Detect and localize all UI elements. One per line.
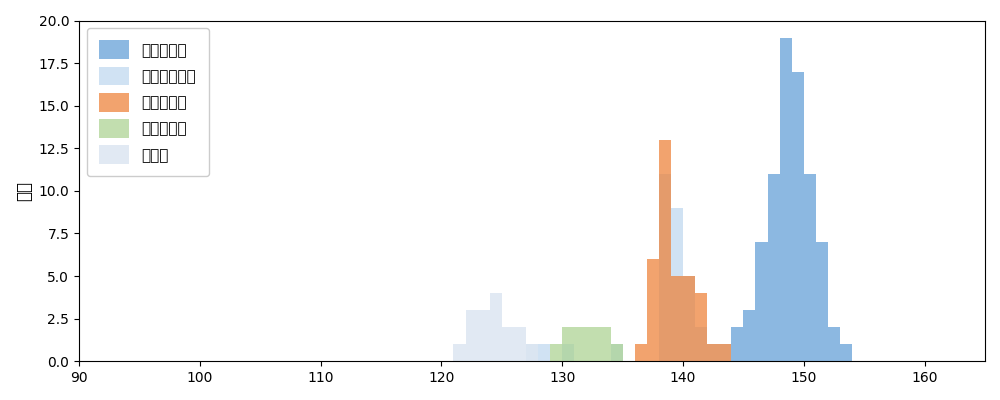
Bar bbox=[792, 72, 804, 361]
Bar bbox=[659, 140, 671, 361]
Bar bbox=[611, 344, 623, 361]
Bar bbox=[683, 276, 695, 361]
Bar bbox=[840, 344, 852, 361]
Bar bbox=[466, 310, 478, 361]
Bar bbox=[719, 344, 731, 361]
Bar bbox=[671, 208, 683, 361]
Bar bbox=[695, 327, 707, 361]
Y-axis label: 球数: 球数 bbox=[15, 181, 33, 201]
Bar bbox=[695, 293, 707, 361]
Bar bbox=[780, 38, 792, 361]
Bar bbox=[574, 327, 586, 361]
Bar bbox=[719, 344, 731, 361]
Bar bbox=[816, 242, 828, 361]
Legend: ストレート, カットボール, スプリット, スライダー, カーブ: ストレート, カットボール, スプリット, スライダー, カーブ bbox=[87, 28, 209, 176]
Bar bbox=[562, 327, 574, 361]
Bar bbox=[671, 276, 683, 361]
Bar bbox=[526, 344, 538, 361]
Bar bbox=[683, 276, 695, 361]
Bar bbox=[635, 344, 647, 361]
Bar bbox=[453, 344, 466, 361]
Bar bbox=[647, 259, 659, 361]
Bar bbox=[490, 293, 502, 361]
Bar bbox=[562, 344, 574, 361]
Bar bbox=[526, 344, 538, 361]
Bar bbox=[731, 327, 743, 361]
Bar bbox=[586, 327, 598, 361]
Bar bbox=[828, 327, 840, 361]
Bar bbox=[598, 327, 611, 361]
Bar bbox=[478, 310, 490, 361]
Bar bbox=[550, 344, 562, 361]
Bar bbox=[743, 310, 755, 361]
Bar bbox=[768, 174, 780, 361]
Bar bbox=[514, 327, 526, 361]
Bar bbox=[502, 327, 514, 361]
Bar bbox=[659, 174, 671, 361]
Bar bbox=[538, 344, 550, 361]
Bar bbox=[611, 344, 623, 361]
Bar bbox=[804, 174, 816, 361]
Bar bbox=[707, 344, 719, 361]
Bar bbox=[755, 242, 768, 361]
Bar bbox=[707, 344, 719, 361]
